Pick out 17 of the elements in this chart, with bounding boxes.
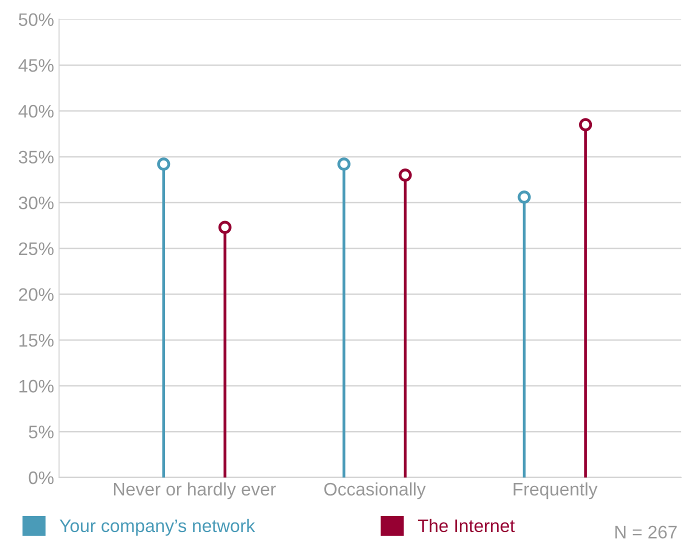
legend-label: Your company’s network (60, 518, 256, 536)
x-tick-label: Occasionally (324, 482, 426, 500)
y-tick-label: 35% (18, 150, 54, 164)
y-tick-label: 30% (18, 196, 54, 210)
y-tick-label: 0% (28, 471, 54, 484)
y-tick-label: 5% (28, 426, 54, 438)
text: N = 267 (615, 526, 677, 538)
legend-label: The Internet (418, 518, 515, 532)
y-tick-label: 45% (18, 59, 54, 72)
y-tick-label: 20% (18, 288, 54, 301)
y-tick-label: 10% (19, 380, 54, 393)
y-tick-label: 40% (18, 104, 54, 118)
x-tick-label: Never or hardly ever (114, 482, 276, 500)
y-tick-label: 15% (19, 334, 54, 347)
y-tick-label: 50% (18, 13, 54, 26)
x-tick-label: Frequently (514, 482, 598, 500)
y-tick-label: 25% (18, 242, 54, 256)
